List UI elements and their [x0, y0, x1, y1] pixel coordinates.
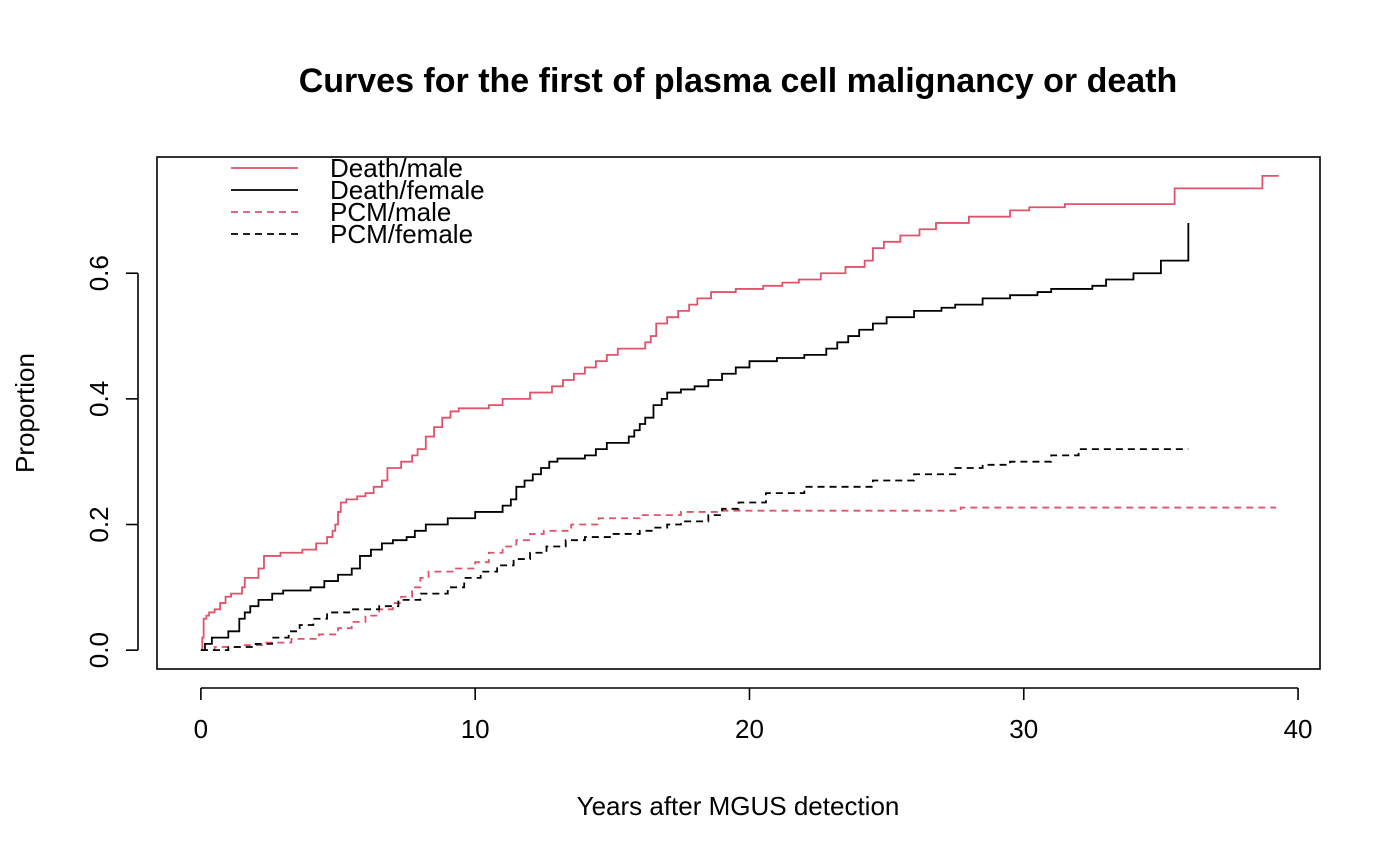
series-line-3: [200, 448, 1189, 652]
series-line-0: [200, 174, 1279, 652]
legend-label: PCM/male: [330, 197, 451, 227]
x-axis: 0 10 20 30 40: [194, 687, 1313, 744]
series-line-1: [200, 222, 1190, 652]
legend-label: Death/male: [330, 153, 463, 183]
x-axis-title: Years after MGUS detection: [577, 791, 900, 821]
y-tick-label: 0.2: [84, 506, 114, 542]
y-tick-label: 0.0: [84, 632, 114, 668]
y-tick-label: 0.4: [84, 381, 114, 417]
legend-label: Death/female: [330, 175, 485, 205]
y-axis-title: Proportion: [10, 353, 40, 473]
x-tick-label: 40: [1284, 714, 1313, 744]
plot-area: [200, 174, 1279, 652]
y-tick-label: 0.6: [84, 255, 114, 291]
x-tick-label: 20: [735, 714, 764, 744]
chart-title: Curves for the first of plasma cell mali…: [299, 62, 1178, 100]
series-line-2: [200, 506, 1277, 652]
y-axis: 0.0 0.2 0.4 0.6: [84, 255, 139, 668]
x-tick-label: 10: [461, 714, 490, 744]
x-tick-label: 0: [194, 714, 208, 744]
x-tick-label: 30: [1009, 714, 1038, 744]
plot-frame: [156, 156, 1321, 670]
legend-label: PCM/female: [330, 219, 473, 249]
